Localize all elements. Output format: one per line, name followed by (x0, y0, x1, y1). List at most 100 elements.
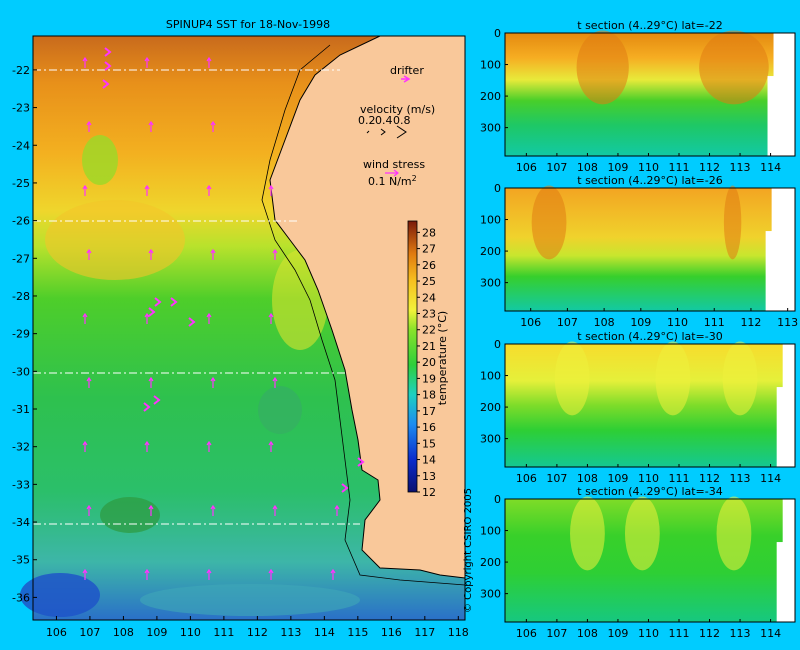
section-frame (504, 32, 796, 157)
wind-arrow (210, 376, 216, 388)
colorbar-tick-label: 20 (422, 356, 436, 369)
section-bathymetry (782, 344, 795, 467)
section-y-tick-label: 100 (480, 214, 501, 227)
section-panel: t section (4..29°C) lat=-22 106 107 108 109 1… (480, 19, 796, 174)
section-y-tick-label: 300 (480, 588, 501, 601)
velocity-legend-value: 0.2 (358, 114, 376, 127)
map-frame (32, 35, 466, 621)
section-x-tick-label: 106 (516, 161, 537, 174)
map-x-tick-label: 112 (247, 626, 268, 639)
section-y-tick-label: 0 (494, 182, 501, 195)
drifter-legend-label: drifter (390, 64, 424, 77)
section-y-tick-label: 300 (480, 433, 501, 446)
wind-arrow (86, 120, 92, 132)
wind-arrow (82, 568, 88, 580)
wind-arrow (210, 248, 216, 260)
section-x-tick-label: 114 (760, 472, 781, 485)
section-feature (624, 496, 660, 571)
cool-water (20, 573, 100, 617)
section-y-tick-label: 300 (480, 277, 501, 290)
section-x-tick-label: 108 (577, 161, 598, 174)
section-x-tick-label: 111 (669, 627, 690, 640)
section-bathymetry (773, 33, 795, 156)
section-y-tick-label: 100 (480, 525, 501, 538)
wind-arrow (272, 504, 278, 516)
colorbar-tick-label: 27 (422, 243, 436, 256)
section-x-tick-label: 113 (730, 161, 751, 174)
section-x-tick-label: 108 (577, 472, 598, 485)
section-x-tick-label: 106 (520, 316, 541, 329)
map-y-tick-label: -34 (12, 516, 30, 529)
warm-patch (45, 200, 185, 280)
map-y-tick-label: -22 (12, 64, 30, 77)
section-frame (504, 187, 796, 312)
wind-arrow (268, 568, 274, 580)
wind-arrow (206, 568, 212, 580)
colorbar-tick-label: 23 (422, 307, 436, 320)
section-frame (504, 498, 796, 623)
cool-eddy (82, 135, 118, 185)
wind-arrow (206, 440, 212, 452)
drifter-marker (170, 297, 178, 307)
drifter-marker (102, 79, 110, 89)
wind-legend-arrow (385, 169, 399, 177)
section-x-tick-label: 110 (638, 627, 659, 640)
section-feature (723, 185, 742, 260)
map-x-tick-label: 111 (213, 626, 234, 639)
wind-arrow (82, 440, 88, 452)
colorbar-gradient (407, 220, 418, 493)
map-y-tick-label: -35 (12, 554, 30, 567)
section-x-tick-label: 107 (546, 627, 567, 640)
wind-arrow (86, 248, 92, 260)
colorbar-tick-label: 28 (422, 226, 436, 239)
section-y-tick-label: 100 (480, 59, 501, 72)
map-x-tick-label: 106 (46, 626, 67, 639)
map-y-tick-label: -27 (12, 252, 30, 265)
wind-arrow (82, 312, 88, 324)
coastline (269, 35, 466, 579)
colorbar-tick-label: 25 (422, 275, 436, 288)
map-y-axis: -22 -23 -24 -25 -26 -27 -28 -29 -30 -31 -32 -33 -34 -… (12, 64, 37, 604)
drifter-marker (357, 457, 365, 467)
map-y-tick-label: -31 (12, 403, 30, 416)
section-x-tick-label: 110 (667, 316, 688, 329)
section-feature (655, 341, 691, 416)
map-y-tick-label: -28 (12, 290, 30, 303)
map-y-tick-label: -25 (12, 177, 30, 190)
section-x-tick-label: 112 (740, 316, 761, 329)
section-x-tick-label: 107 (546, 472, 567, 485)
map-x-tick-label: 110 (180, 626, 201, 639)
section-x-tick-label: 106 (516, 472, 537, 485)
wind-arrow (148, 504, 154, 516)
map-x-tick-label: 118 (448, 626, 469, 639)
section-panel: t section (4..29°C) lat=-34 106 107 108 109 1… (480, 485, 796, 640)
colorbar-tick-label: 21 (422, 340, 436, 353)
wind-legend-value: 0.1 N/m2 (368, 174, 417, 188)
wind-legend-exponent: 2 (412, 174, 417, 183)
wind-arrow (268, 312, 274, 324)
section-x-tick-label: 109 (607, 627, 628, 640)
wind-arrow (210, 504, 216, 516)
section-x-tick-label: 109 (607, 472, 628, 485)
section-y-tick-label: 200 (480, 556, 501, 569)
section-x-tick-label: 114 (760, 627, 781, 640)
velocity-legend-arrows (366, 125, 407, 139)
wind-arrow (334, 504, 340, 516)
wind-arrow (210, 120, 216, 132)
cool-eddy (258, 386, 302, 434)
shelf-contour (261, 44, 466, 586)
drifter-marker (153, 395, 161, 405)
drifter-marker (188, 317, 196, 327)
drifter-legend-symbol (401, 75, 411, 83)
section-feature (699, 30, 769, 105)
section-y-tick-label: 0 (494, 338, 501, 351)
wind-legend-title: wind stress (363, 158, 425, 171)
section-x-tick-label: 110 (638, 161, 659, 174)
section-bathymetry (782, 499, 795, 622)
map-y-tick-label: -32 (12, 441, 30, 454)
colorbar-tick-label: 17 (422, 405, 436, 418)
section-lines (33, 69, 360, 525)
section-bathymetry (771, 188, 795, 311)
section-panel: t section (4..29°C) lat=-26 106 107 108 109 1… (480, 174, 798, 329)
